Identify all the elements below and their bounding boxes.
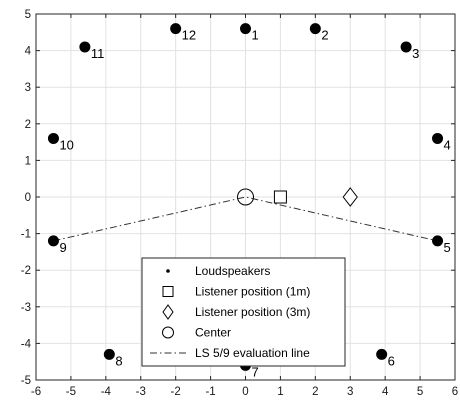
legend-entry-label: Center	[195, 326, 231, 340]
loudspeaker-label: 11	[91, 46, 105, 61]
y-tick-label: 1	[25, 155, 31, 167]
x-tick-label: -5	[66, 386, 76, 398]
loudspeaker-label: 7	[252, 364, 259, 379]
y-tick-label: 2	[25, 119, 31, 131]
listener-1m-marker	[273, 190, 287, 204]
loudspeaker-label: 9	[59, 240, 66, 255]
loudspeaker-label: 6	[388, 353, 395, 368]
loudspeaker-label: 2	[321, 28, 328, 43]
loudspeaker-marker	[170, 23, 182, 35]
x-tick-label: 2	[312, 386, 318, 398]
loudspeaker-label: 8	[115, 353, 122, 368]
loudspeaker-label: 1	[252, 28, 259, 43]
loudspeaker-label: 12	[182, 28, 196, 43]
x-tick-label: -4	[101, 386, 112, 398]
legend-square-icon	[162, 286, 174, 297]
loudspeaker-label: 10	[59, 137, 73, 152]
y-tick-label: -2	[21, 265, 31, 277]
x-tick-label: 0	[242, 386, 248, 398]
loudspeaker-marker	[103, 348, 115, 360]
loudspeaker-marker	[47, 132, 59, 144]
center-marker	[237, 188, 254, 206]
loudspeaker-label: 5	[444, 240, 451, 255]
legend-entry-label: Listener position (1m)	[195, 285, 310, 299]
x-tick-label: 4	[382, 386, 389, 398]
x-tick-label: 3	[347, 386, 353, 398]
y-tick-label: 3	[25, 82, 31, 94]
x-tick-label: -6	[31, 386, 41, 398]
loudspeaker-marker	[432, 132, 444, 144]
y-tick-label: -1	[21, 229, 31, 241]
legend-entry-label: LS 5/9 evaluation line	[195, 346, 310, 360]
x-tick-label: -1	[205, 386, 215, 398]
x-tick-label: -2	[171, 386, 181, 398]
legend-entry-label: Loudspeakers	[195, 264, 270, 278]
y-tick-label: 5	[25, 9, 31, 21]
loudspeaker-marker	[309, 23, 321, 35]
y-tick-label: -4	[21, 338, 32, 350]
loudspeaker-marker	[79, 41, 91, 53]
x-tick-label: 1	[277, 386, 283, 398]
legend-circle-icon	[162, 326, 174, 339]
y-tick-label: 0	[25, 192, 31, 204]
loudspeaker-marker	[47, 235, 59, 247]
loudspeaker-marker	[240, 23, 251, 35]
legend-loudspeaker-icon	[166, 269, 170, 273]
loudspeaker-marker	[400, 41, 412, 53]
x-tick-label: 6	[452, 386, 458, 398]
loudspeaker-label: 4	[444, 137, 451, 152]
y-tick-label: -3	[21, 302, 31, 314]
legend: Loudspeakers Listener position (1m) Listen…	[141, 257, 346, 367]
loudspeaker-label: 3	[412, 46, 419, 61]
loudspeaker-marker	[376, 348, 388, 360]
y-tick-label: -5	[21, 375, 31, 387]
listener-3m-marker	[342, 187, 358, 207]
x-tick-label: -3	[136, 386, 146, 398]
x-tick-label: 5	[417, 386, 423, 398]
y-tick-label: 4	[25, 46, 32, 58]
legend-diamond-icon	[162, 304, 174, 320]
legend-box	[141, 257, 346, 367]
loudspeaker-marker	[432, 235, 444, 247]
legend-entry-label: Listener position (3m)	[195, 305, 310, 319]
